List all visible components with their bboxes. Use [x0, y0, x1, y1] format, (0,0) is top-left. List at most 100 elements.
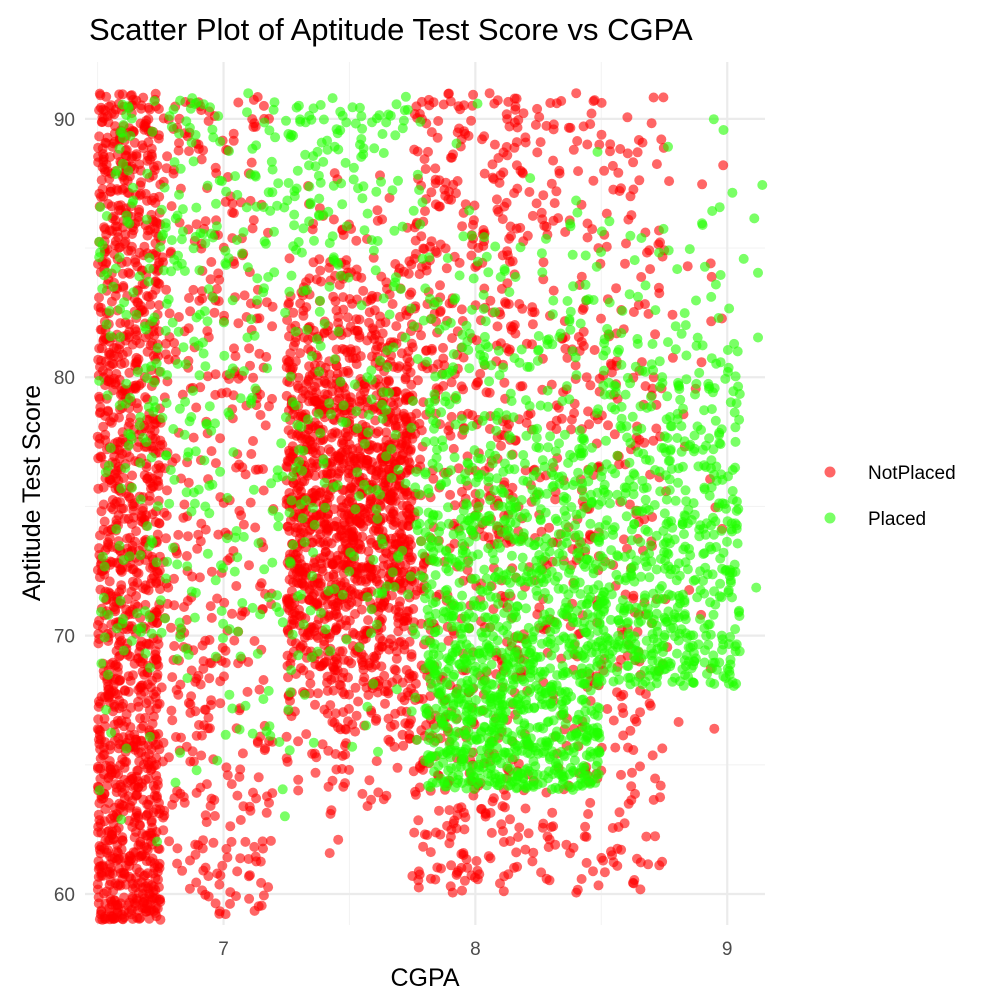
data-point [410, 235, 421, 246]
data-point [126, 873, 136, 884]
data-point [142, 799, 153, 810]
data-point [146, 452, 157, 463]
data-point [229, 566, 240, 577]
data-point [396, 692, 407, 703]
data-point [196, 154, 207, 165]
data-point [235, 393, 246, 404]
data-point [127, 576, 138, 587]
data-point [220, 645, 231, 656]
data-point [188, 385, 198, 396]
data-point [349, 325, 360, 336]
data-point [94, 729, 105, 740]
data-point [232, 866, 243, 877]
data-point [111, 184, 122, 195]
data-point [185, 306, 196, 317]
data-point [215, 433, 226, 444]
data-point [230, 171, 241, 182]
data-point [141, 115, 152, 126]
data-point [220, 729, 231, 740]
data-point [216, 606, 227, 616]
data-point [232, 552, 243, 563]
data-point [290, 522, 301, 533]
data-point [142, 230, 153, 241]
data-point [396, 567, 407, 578]
data-point [315, 265, 326, 276]
data-point [307, 351, 317, 362]
data-point [315, 428, 326, 439]
data-point [173, 326, 184, 337]
data-point [258, 485, 269, 496]
data-point [279, 811, 290, 822]
data-point [102, 390, 113, 401]
data-point [121, 256, 132, 267]
data-point [355, 351, 366, 362]
data-point [318, 156, 329, 167]
data-point [648, 92, 659, 103]
data-point [285, 132, 296, 143]
data-point [697, 179, 708, 190]
data-point [581, 372, 592, 383]
data-point [673, 717, 684, 727]
data-point [551, 98, 562, 109]
data-point [133, 776, 144, 787]
data-point [315, 295, 326, 306]
data-point [535, 137, 546, 148]
data-point [95, 402, 106, 413]
data-point [538, 818, 549, 829]
data-point [191, 219, 202, 230]
data-point [151, 793, 162, 804]
data-point [191, 877, 202, 888]
data-point [397, 521, 408, 531]
data-point [137, 658, 148, 669]
data-point [613, 167, 624, 178]
data-point [376, 661, 387, 672]
data-point [238, 227, 249, 238]
data-point [405, 555, 416, 566]
data-point [639, 437, 650, 448]
data-point [643, 859, 654, 870]
data-point [646, 118, 657, 129]
data-point [307, 563, 318, 574]
data-point [320, 546, 331, 557]
data-point [319, 376, 330, 386]
data-point [607, 160, 618, 171]
data-point [413, 815, 424, 826]
data-point [131, 526, 142, 537]
data-point [369, 653, 380, 664]
data-point [124, 218, 135, 229]
data-point [151, 804, 162, 815]
data-point [184, 293, 194, 303]
data-point [421, 345, 432, 356]
data-point [362, 701, 373, 712]
data-point [284, 253, 295, 264]
data-point [457, 221, 468, 232]
data-point [358, 285, 369, 296]
data-point [289, 209, 300, 220]
data-point [276, 438, 287, 449]
data-point [261, 297, 272, 308]
data-point [160, 325, 171, 336]
data-point [124, 103, 134, 114]
data-point [245, 395, 256, 406]
data-point [303, 414, 313, 425]
data-point [508, 322, 519, 333]
data-point [467, 239, 478, 250]
data-point [156, 682, 167, 693]
data-point [548, 285, 559, 296]
data-point [148, 406, 159, 417]
data-point [182, 451, 193, 462]
data-point [284, 298, 294, 308]
data-point [205, 800, 216, 811]
data-point [317, 739, 328, 750]
data-point [141, 214, 152, 225]
data-point [337, 672, 348, 683]
data-point [259, 283, 269, 294]
data-point [168, 168, 179, 179]
data-point [131, 790, 142, 801]
data-point [489, 98, 500, 109]
data-point [103, 537, 113, 548]
data-point [135, 494, 146, 505]
data-point [570, 360, 581, 371]
data-point [185, 699, 196, 710]
data-point [621, 238, 631, 249]
